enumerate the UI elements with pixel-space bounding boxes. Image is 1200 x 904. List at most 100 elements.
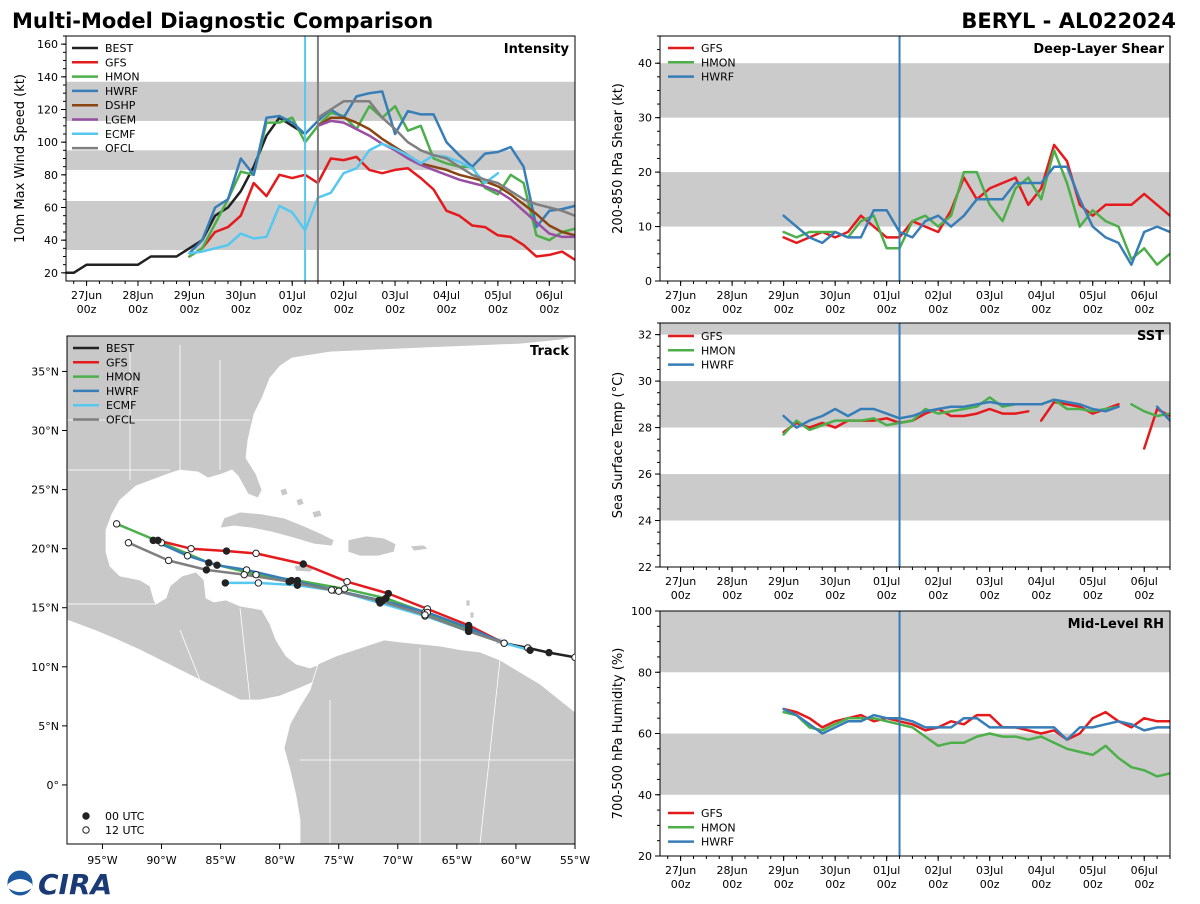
intensity-panel: 2040608010012014016027Jun00z28Jun00z29Ju… [13, 35, 576, 316]
intensity-xtick-hour: 00z [385, 303, 405, 316]
rh-xtick-hour: 00z [774, 878, 794, 891]
track-ytick-label: 35°N [31, 365, 59, 378]
intensity-xtick-date: 28Jun [122, 289, 153, 302]
sst-xtick-hour: 00z [1083, 589, 1103, 602]
rh-ytick-label: 80 [638, 666, 652, 679]
intensity-legend-label-gfs: GFS [105, 56, 127, 69]
shear-xtick-hour: 00z [825, 303, 845, 316]
track-point-gfs [343, 578, 351, 586]
sst-ylabel: Sea Surface Temp (°C) [611, 372, 626, 519]
shear-band-0 [660, 172, 1170, 227]
intensity-legend-label-ofcl: OFCL [105, 142, 135, 155]
sst-xtick-hour: 00z [671, 589, 691, 602]
track-xtick-label: 85°W [205, 854, 235, 867]
track-xtick-label: 60°W [501, 854, 531, 867]
sst-xtick-date: 30Jun [820, 575, 851, 588]
intensity-xtick-date: 02Jul [330, 289, 357, 302]
sst-ytick-label: 30 [638, 375, 652, 388]
shear-xtick-hour: 00z [980, 303, 1000, 316]
sst-xtick-date: 03Jul [976, 575, 1003, 588]
intensity-xtick-hour: 00z [539, 303, 559, 316]
intensity-line-dshp [316, 116, 575, 237]
track-ytick-label: 20°N [31, 543, 59, 556]
sst-ytick-label: 28 [638, 422, 652, 435]
track-point-ofcl [464, 627, 473, 636]
track-legend-label-hmon: HMON [106, 371, 141, 384]
sst-panel: 22242628303227Jun00z28Jun00z29Jun00z30Ju… [611, 322, 1171, 602]
intensity-xtick-hour: 00z [488, 303, 508, 316]
rh-panel: 2040608010027Jun00z28Jun00z29Jun00z30Jun… [611, 605, 1171, 891]
shear-xtick-date: 03Jul [976, 289, 1003, 302]
rh-xtick-date: 28Jun [717, 864, 748, 877]
rh-xtick-hour: 00z [1031, 878, 1051, 891]
track-point-gfs [222, 547, 231, 555]
track-point-hwrf [149, 536, 157, 545]
track-point-ecmf [500, 639, 508, 647]
sst-xtick-hour: 00z [980, 589, 1000, 602]
sst-title: SST [1137, 329, 1164, 344]
rh-ytick-label: 100 [631, 605, 652, 618]
shear-band-1 [660, 63, 1170, 118]
track-point-hmon [205, 559, 213, 567]
sst-xtick-date: 02Jul [925, 575, 952, 588]
shear-ytick-label: 0 [645, 275, 652, 288]
track-point-gfs [252, 549, 260, 558]
rh-xtick-hour: 00z [722, 878, 742, 891]
track-legend-label-gfs: GFS [106, 356, 128, 369]
rh-xtick-hour: 00z [1134, 878, 1154, 891]
track-xtick-label: 65°W [442, 854, 472, 867]
sst-band-2 [660, 323, 1170, 335]
land-hispaniola [347, 535, 397, 557]
track-point-best [545, 648, 553, 657]
intensity-ytick-label: 160 [37, 38, 58, 51]
shear-xtick-hour: 00z [928, 303, 948, 316]
rh-line-hmon [782, 710, 1170, 778]
intensity-legend-label-hwrf: HWRF [105, 85, 138, 98]
rh-legend-label-hwrf: HWRF [701, 836, 734, 849]
intensity-line-ecmf [188, 142, 500, 255]
sst-xtick-date: 01Jul [873, 575, 900, 588]
track-ytick-label: 5°N [38, 720, 59, 733]
track-point-ofcl [327, 586, 336, 594]
track-point-hwrf [213, 561, 221, 569]
sst-xtick-hour: 00z [1031, 589, 1051, 602]
track-point-ecmf [254, 579, 263, 587]
track-xtick-label: 70°W [383, 854, 413, 867]
rh-series-group [782, 707, 1170, 778]
intensity-xtick-date: 30Jun [225, 289, 256, 302]
intensity-line-hwrf [188, 90, 575, 255]
intensity-xtick-date: 27Jun [71, 289, 102, 302]
rh-xtick-hour: 00z [671, 878, 691, 891]
shear-xtick-date: 30Jun [820, 289, 851, 302]
shear-ylabel: 200-850 hPa Shear (kt) [611, 83, 626, 234]
shear-xtick-date: 06Jul [1131, 289, 1158, 302]
land-central-america [67, 571, 321, 701]
track-point-hmon [112, 520, 121, 528]
shear-legend-label-hmon: HMON [701, 56, 736, 69]
intensity-xtick-hour: 00z [77, 303, 97, 316]
sst-xtick-hour: 00z [825, 589, 845, 602]
track-point-ofcl [375, 596, 383, 605]
rh-frame [659, 610, 1171, 857]
intensity-xtick-hour: 00z [231, 303, 251, 316]
track-marker-legend-symbol [82, 826, 90, 834]
track-line-ofcl [127, 541, 505, 645]
rh-xtick-date: 05Jul [1079, 864, 1106, 877]
sst-band-0 [660, 474, 1170, 521]
intensity-ytick-label: 80 [44, 169, 58, 182]
track-point-ofcl [421, 611, 429, 619]
rh-line-hwrf [782, 707, 1170, 741]
shear-title: Deep-Layer Shear [1033, 42, 1164, 57]
intensity-ytick-label: 120 [37, 104, 58, 117]
track-legend-label-ofcl: OFCL [106, 414, 136, 427]
sst-xtick-hour: 00z [877, 589, 897, 602]
rh-legend-label-hmon: HMON [701, 821, 736, 834]
track-point-ofcl [202, 566, 211, 574]
sst-legend-label-gfs: GFS [701, 330, 723, 343]
track-title: Track [530, 344, 569, 359]
track-panel: 95°W 90°W 85°W 80°W 75°W 70°W 65°W 60°W 55°W 0° 5°… [31, 335, 590, 867]
track-marker-legend-label: 00 UTC [105, 810, 145, 823]
shear-ytick-label: 40 [638, 57, 652, 70]
rh-title: Mid-Level RH [1068, 617, 1164, 632]
shear-xtick-date: 05Jul [1079, 289, 1106, 302]
